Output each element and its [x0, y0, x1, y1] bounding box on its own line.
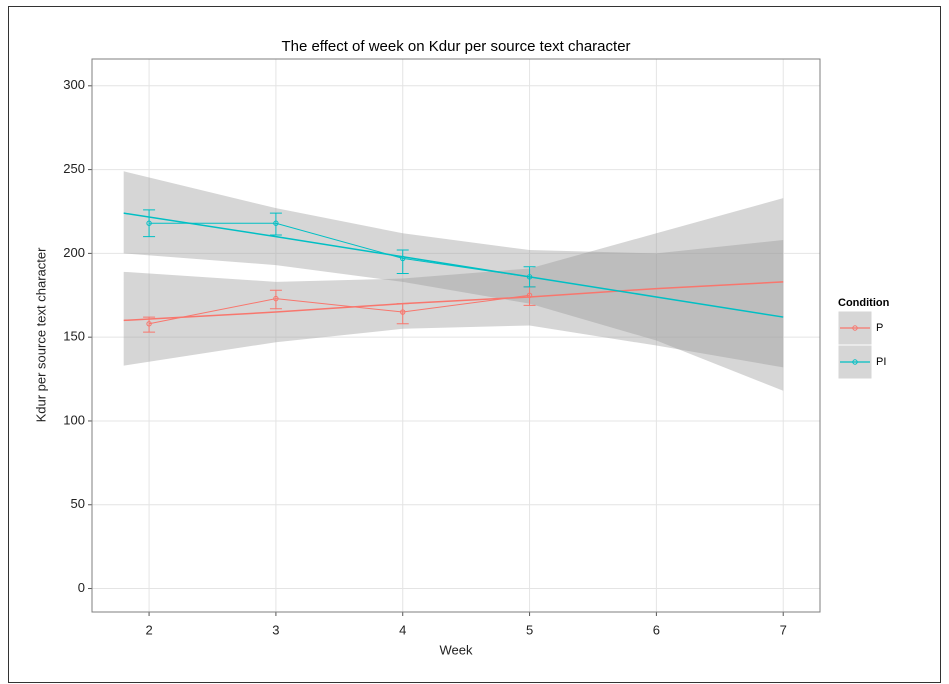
y-tick-label: 100 — [63, 412, 85, 427]
y-tick-label: 150 — [63, 329, 85, 344]
x-tick-label: 6 — [653, 622, 660, 637]
legend-label: PI — [876, 356, 886, 368]
point — [526, 292, 533, 298]
y-tick-label: 200 — [63, 245, 85, 260]
confidence-band — [123, 198, 784, 368]
panel-border — [91, 58, 821, 613]
x-tick-label: 3 — [272, 622, 279, 637]
error-bar — [523, 266, 536, 288]
point — [400, 309, 406, 315]
point — [146, 220, 152, 226]
error-bar — [143, 316, 156, 333]
y-tick-label: 50 — [71, 496, 85, 511]
legend-point — [852, 325, 858, 331]
mean-line — [149, 222, 530, 278]
confidence-band — [123, 171, 784, 391]
error-bar — [143, 209, 156, 238]
y-tick-label: 0 — [78, 580, 85, 595]
legend-title: Condition — [838, 297, 890, 309]
error-bar — [269, 212, 282, 236]
error-bar — [396, 249, 409, 274]
chart-title: The effect of week on Kdur per source te… — [281, 38, 630, 55]
mean-line — [148, 294, 530, 325]
y-axis-label: Kdur per source text character — [33, 247, 48, 423]
y-tick-label: 250 — [63, 161, 85, 176]
x-axis-label: Week — [440, 642, 473, 657]
x-tick-label: 2 — [145, 622, 152, 637]
fit-line — [123, 212, 784, 318]
x-tick-label: 4 — [399, 622, 406, 637]
x-tick-label: 7 — [780, 622, 787, 637]
x-tick-label: 5 — [526, 622, 533, 637]
y-tick-label: 300 — [63, 77, 85, 92]
legend-point — [852, 359, 858, 365]
point — [526, 274, 533, 280]
point — [146, 321, 152, 327]
plot-panel — [92, 59, 820, 612]
point — [273, 220, 279, 226]
legend-label: P — [876, 322, 883, 334]
error-bar — [396, 303, 409, 325]
point — [400, 255, 406, 262]
fit-line — [123, 281, 784, 322]
error-bar — [269, 289, 282, 310]
point — [273, 295, 279, 302]
